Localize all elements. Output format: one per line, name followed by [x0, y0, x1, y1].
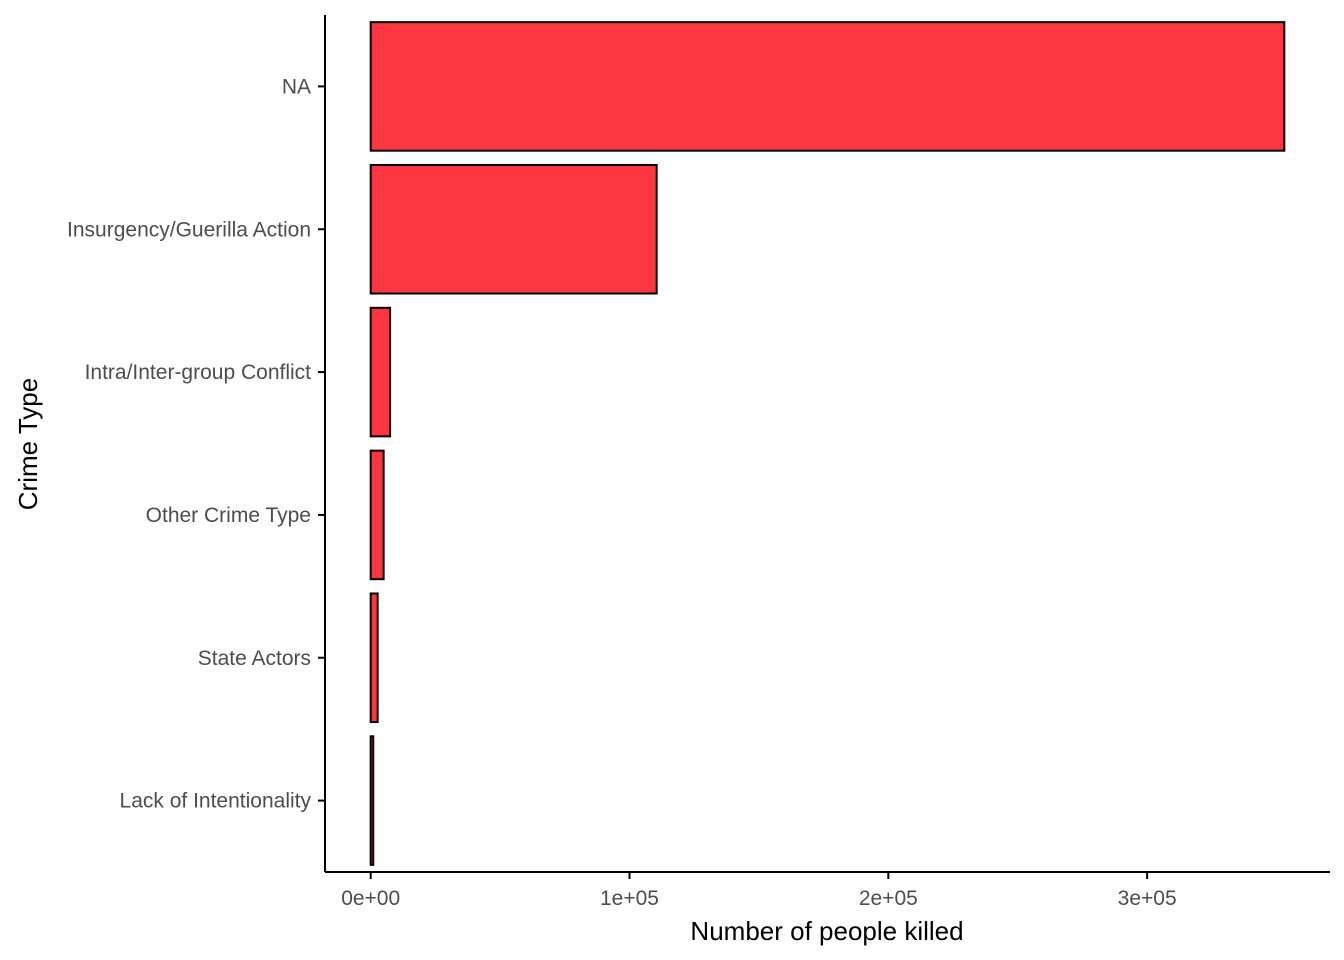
x-axis-ticks: 0e+00 1e+05 2e+05 3e+05: [341, 872, 1177, 910]
y-tick-label: Insurgency/Guerilla Action: [67, 218, 311, 241]
y-tick-label: NA: [282, 75, 311, 98]
y-tick-label: Other Crime Type: [146, 504, 311, 527]
bar: [369, 306, 392, 438]
bar: [369, 735, 375, 866]
x-tick-label: 3e+05: [1118, 887, 1177, 910]
x-axis-title: Number of people killed: [690, 916, 963, 946]
bar: [369, 163, 658, 295]
y-tick-label: Intra/Inter-group Conflict: [85, 361, 312, 384]
x-tick-label: 1e+05: [600, 887, 659, 910]
x-tick-label: 2e+05: [859, 887, 918, 910]
y-tick-label: Lack of Intentionality: [120, 790, 312, 813]
y-axis-title: Crime Type: [13, 378, 43, 510]
x-tick-label: 0e+00: [341, 887, 400, 910]
bar: [369, 21, 1286, 152]
y-axis-ticks: NA Insurgency/Guerilla Action Intra/Inter-…: [67, 75, 325, 813]
y-tick-label: State Actors: [198, 647, 311, 670]
bars-group: [369, 21, 1286, 866]
bar: [369, 592, 379, 724]
bar: [369, 449, 385, 581]
